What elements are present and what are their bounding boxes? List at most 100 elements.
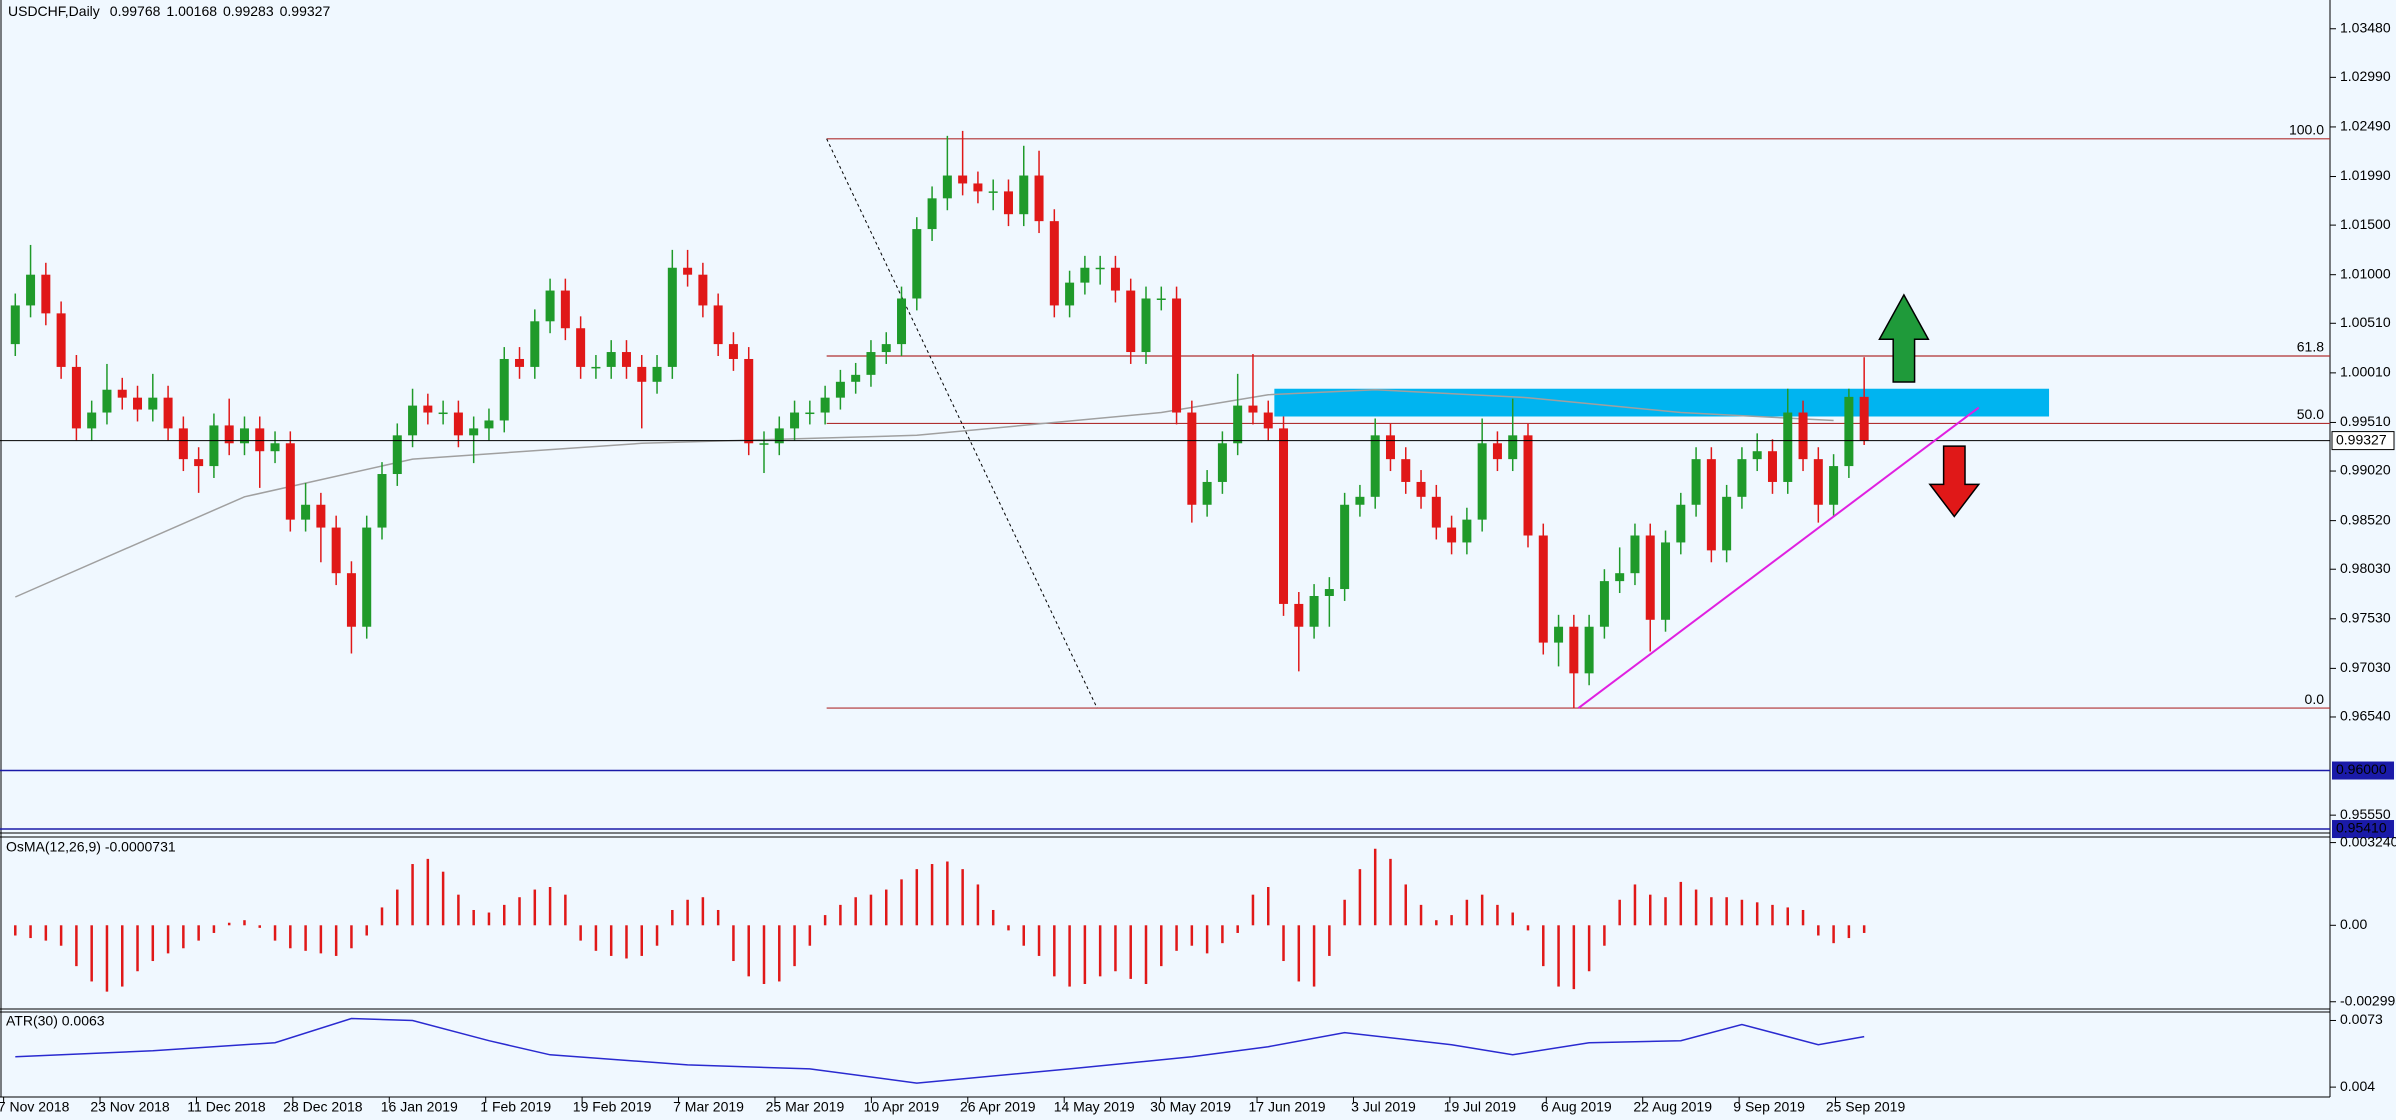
candle-body [1584,626,1594,674]
y-tick-label: 0.99020 [2340,462,2391,478]
symbol-title: USDCHF,Daily 0.99768 1.00168 0.99283 0.99327 [8,3,330,19]
atr-line [15,1017,1865,1084]
candle-body [1141,298,1151,353]
candle-body [1569,626,1579,674]
x-tick-label: 22 Aug 2019 [1633,1099,1712,1115]
y-tick-label: 1.03480 [2340,19,2391,35]
candle-body [774,428,784,444]
candle-body [683,267,693,275]
candle-body [958,175,968,184]
candle-body [484,420,494,429]
candle-body [1263,412,1273,429]
last-open: 0.99768 [110,3,161,19]
candle-body [346,573,356,627]
candle-body [453,412,463,436]
candle-body [790,412,800,429]
candle-body [1538,535,1548,643]
candle-body [1829,466,1839,505]
symbol: USDCHF,Daily [8,3,100,19]
x-tick-label: 30 May 2019 [1150,1099,1231,1115]
candle-body [1370,435,1380,497]
candle-body [1217,443,1227,482]
x-tick-label: 14 May 2019 [1054,1099,1135,1115]
candle-body [820,397,830,413]
candle-body [1019,175,1029,215]
resistance-zone [1274,388,2050,417]
y-tick-label: 0.96540 [2340,708,2391,724]
candle-body [1859,396,1869,441]
candle-body [71,366,81,429]
candle-body [1645,535,1655,620]
candle-body [1783,412,1793,482]
candle-body [10,305,20,345]
candle-body [851,374,861,382]
moving-average [14,388,1834,598]
x-tick-label: 17 Jun 2019 [1248,1099,1325,1115]
x-tick-label: 7 Mar 2019 [673,1099,744,1115]
candle-body [866,352,876,375]
candle-body [239,428,249,444]
candle-body [178,428,188,460]
candle-body [87,412,97,429]
x-tick-label: 25 Mar 2019 [766,1099,845,1115]
candle-body [515,358,525,367]
y-tick-label: 0.95550 [2340,806,2391,822]
candle-body [1385,435,1395,460]
candle-body [1676,504,1686,543]
arrow-down [1928,445,1981,518]
candle-body [1477,443,1487,520]
level-label: 0.96000 [2336,761,2387,777]
x-tick-label: 16 Jan 2019 [381,1099,458,1115]
fib-label: 50.0 [2297,406,2324,422]
candle-body [1798,412,1808,460]
y-tick-label: 0.0032406 [2340,833,2396,849]
candle-body [56,313,66,367]
candle-body [805,412,815,415]
candle-body [1492,443,1502,460]
candle-body [285,443,295,520]
arrow-up [1878,293,1930,383]
candle-body [1691,459,1701,505]
last-low: 0.99283 [223,3,274,19]
y-tick-label: 1.00010 [2340,364,2391,380]
candle-body [1737,459,1747,497]
level-label-box [2332,761,2394,780]
candle-body [301,504,311,520]
candle-body [1523,435,1533,536]
last-high: 1.00168 [166,3,217,19]
y-tick-label: 1.02490 [2340,118,2391,134]
y-tick-label: 1.01500 [2340,216,2391,232]
y-tick-label: 0.98030 [2340,560,2391,576]
candle-body [1156,298,1166,300]
candle-body [1401,459,1411,482]
y-tick-label: 0.004 [2340,1078,2375,1094]
candle-body [224,425,234,444]
x-tick-label: 19 Feb 2019 [573,1099,652,1115]
candle-body [331,527,341,574]
y-tick-label: 0.99510 [2340,413,2391,429]
candle-body [270,443,280,452]
candle-body [728,344,738,359]
y-tick-label: 0.00 [2340,916,2367,932]
candle-body [1508,435,1518,460]
candle-body [438,412,448,415]
candle-body [1202,481,1212,505]
y-tick-label: 1.01000 [2340,265,2391,281]
x-tick-label: 19 Jul 2019 [1444,1099,1517,1115]
candle-body [1767,451,1777,482]
atr-title: ATR(30) 0.0063 [6,1013,105,1029]
candle-body [1355,496,1365,505]
x-tick-label: 1 Feb 2019 [480,1099,551,1115]
candle-body [621,352,631,367]
y-tick-label: 1.01990 [2340,167,2391,183]
candle-body [1599,581,1609,627]
candle-body [1172,298,1182,413]
candle-body [117,389,127,398]
candle-body [1722,496,1732,551]
y-tick-label: 0.97030 [2340,659,2391,675]
x-tick-label: 3 Jul 2019 [1351,1099,1416,1115]
x-tick-label: 23 Nov 2018 [90,1099,170,1115]
candle-body [255,428,265,452]
candle-body [545,290,555,322]
candle-body [1187,412,1197,505]
